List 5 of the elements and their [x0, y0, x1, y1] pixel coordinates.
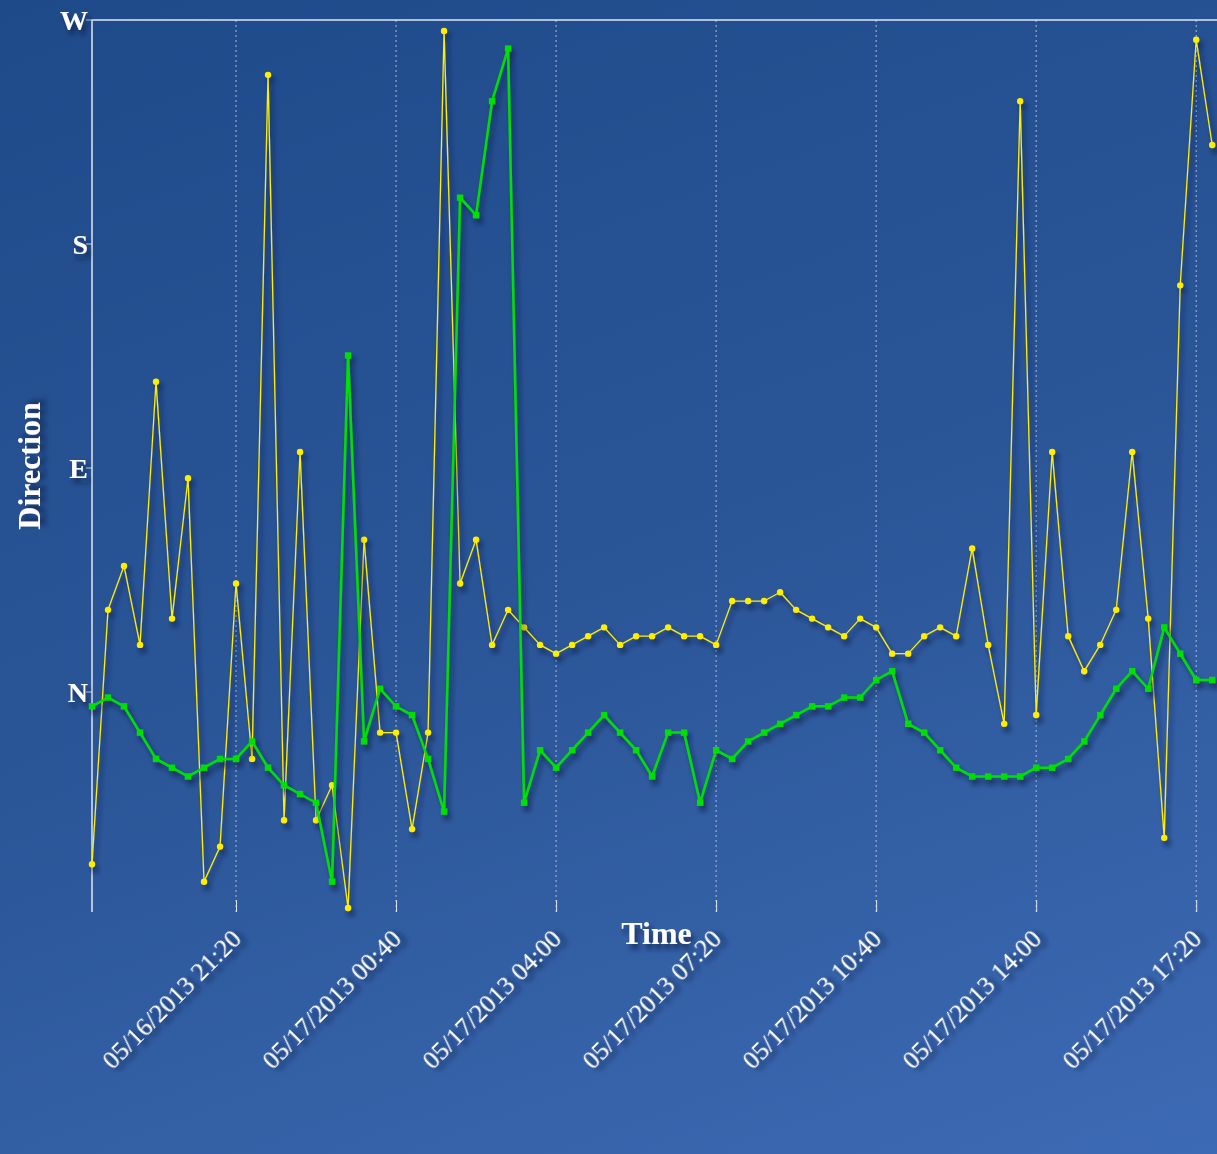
text: N [67, 676, 88, 708]
text: S [72, 228, 88, 260]
text: W [60, 4, 88, 36]
text: E [69, 452, 88, 484]
y-axis-title: Direction [11, 402, 47, 530]
